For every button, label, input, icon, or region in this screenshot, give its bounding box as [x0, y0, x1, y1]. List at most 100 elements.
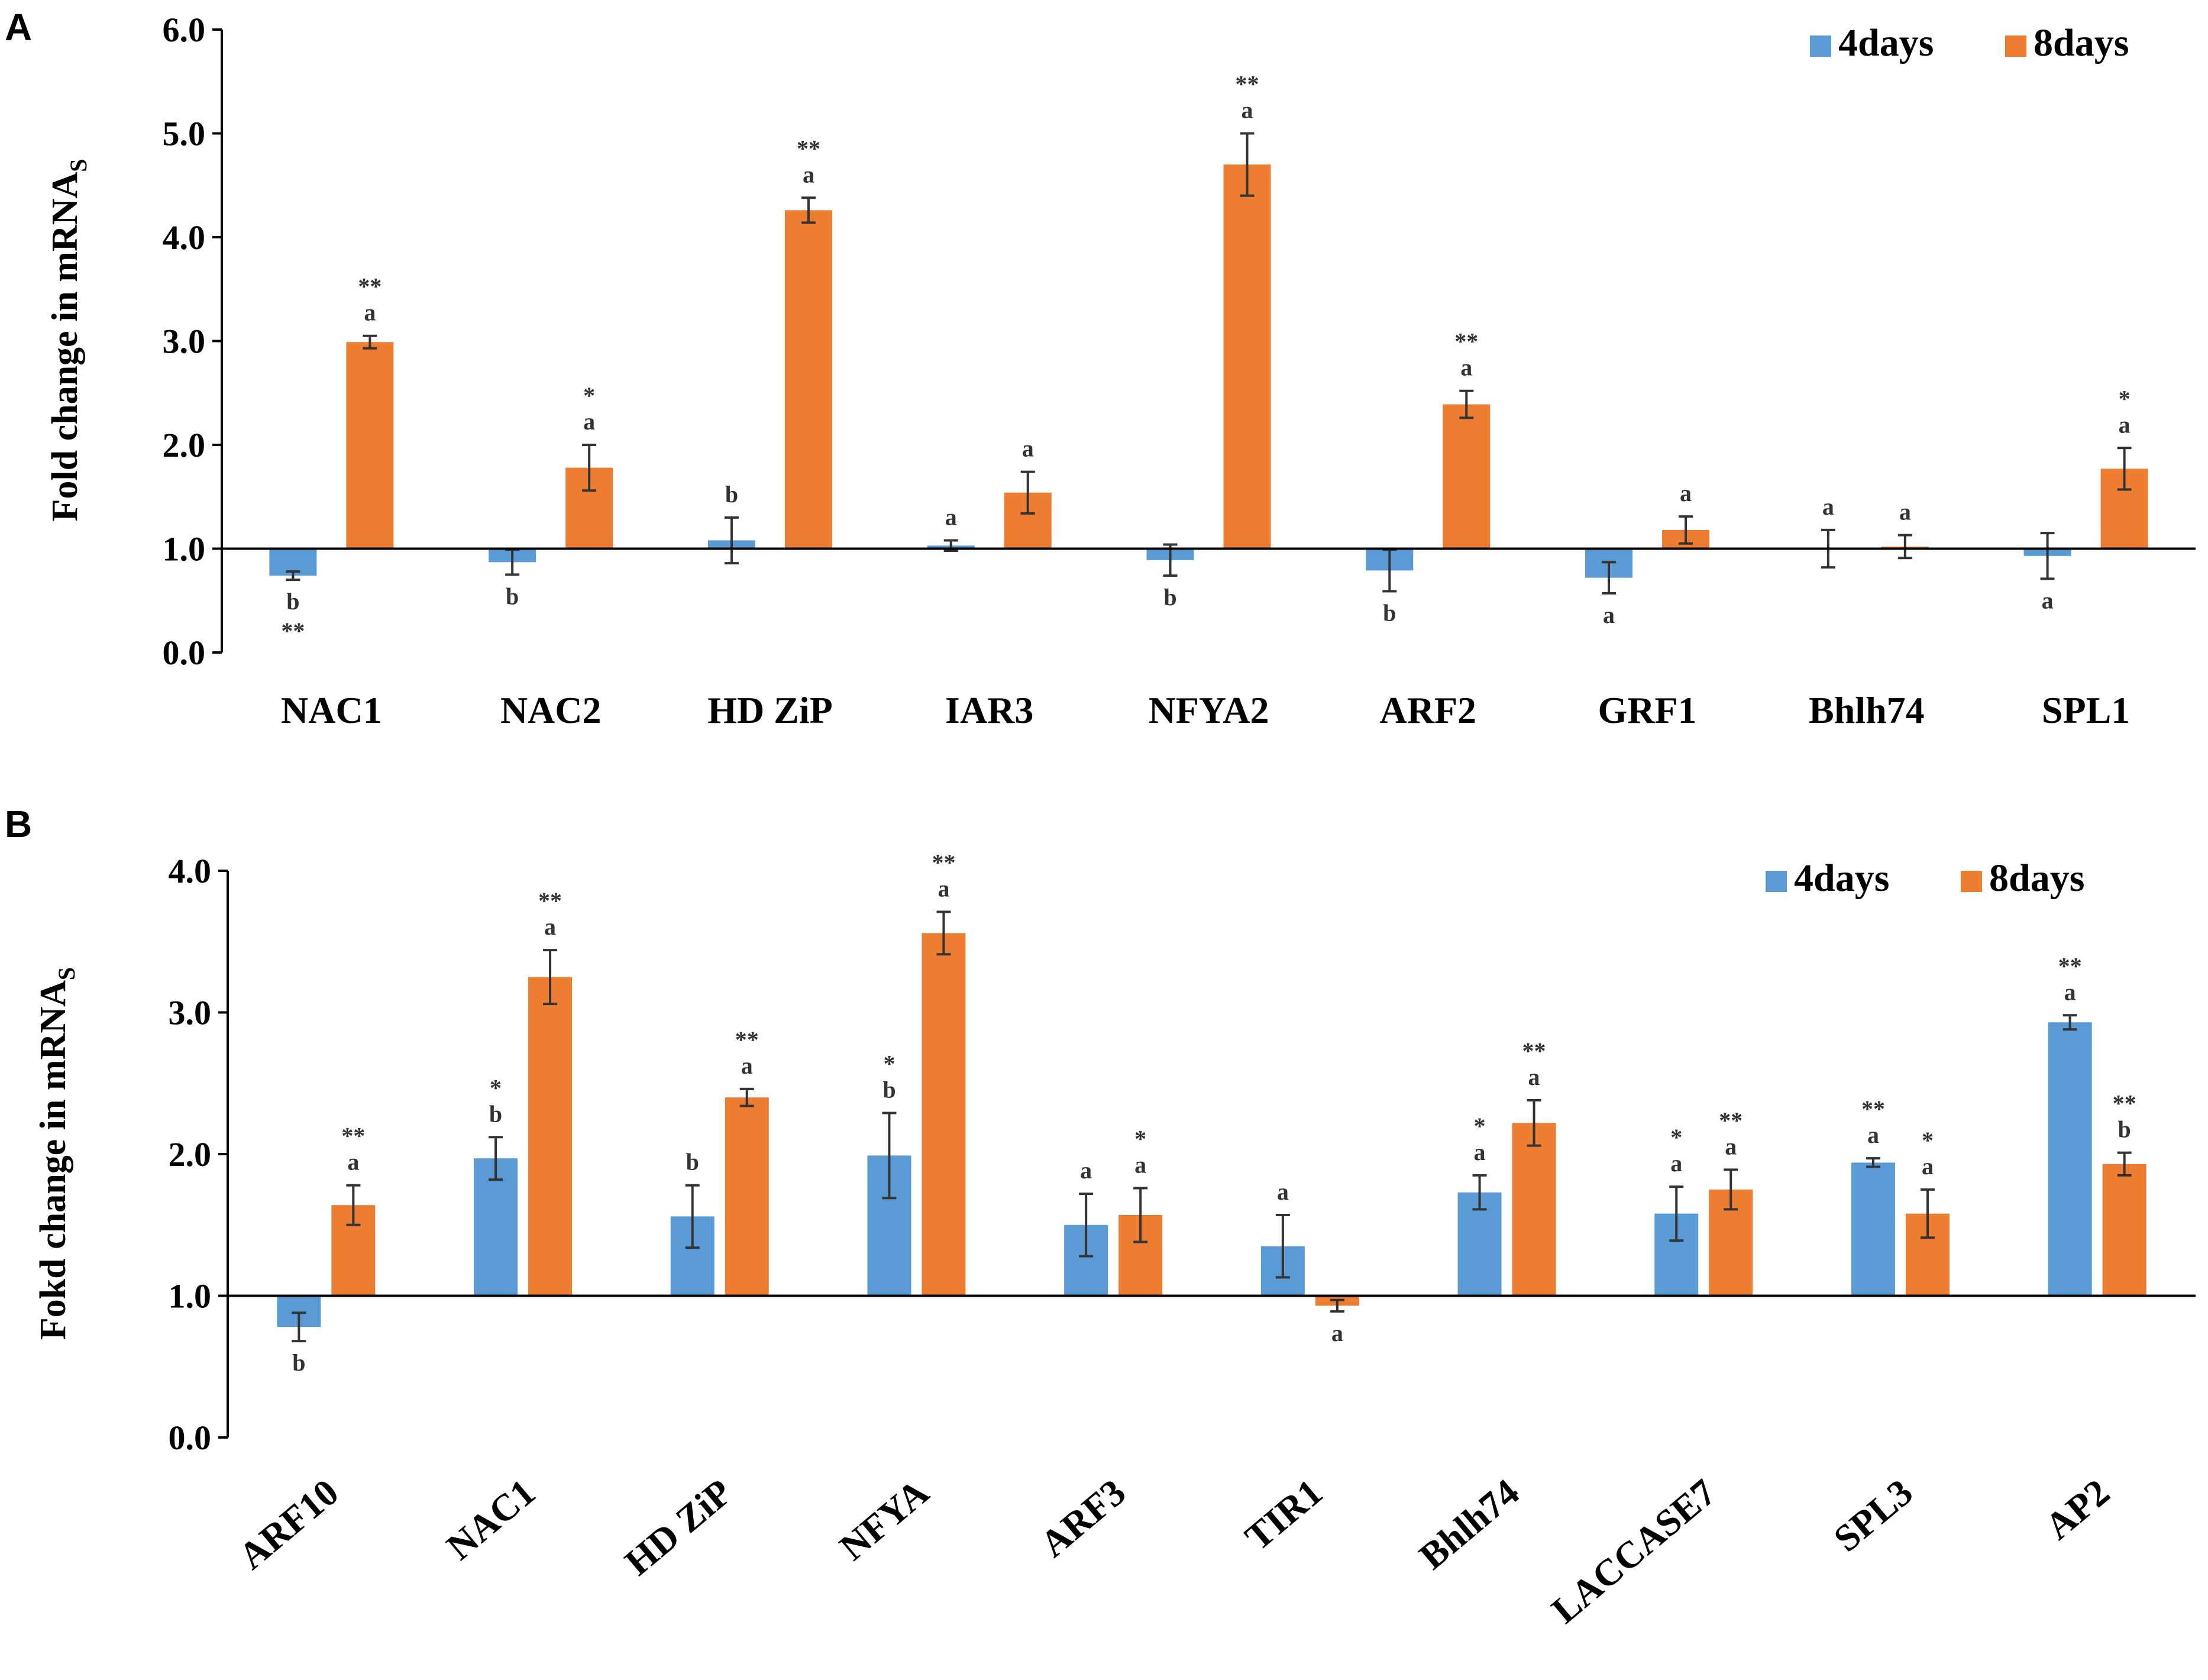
y-tick-label: 2.0 [163, 426, 206, 464]
y-tick-label: 0.0 [163, 634, 206, 672]
significance-stars: ** [932, 849, 955, 875]
category-label: Bhlh74 [1411, 1471, 1527, 1577]
significance-letter: a [1474, 1139, 1486, 1165]
y-tick-label: 1.0 [169, 1277, 212, 1316]
significance-stars: * [1670, 1124, 1682, 1151]
legend-swatch-8days [1961, 871, 1982, 892]
significance-letter: a [1528, 1064, 1540, 1090]
significance-letter: b [292, 1349, 305, 1376]
y-axis-label-subscript: S [53, 967, 80, 980]
significance-letter: b [2118, 1116, 2131, 1143]
category-label: NFYA2 [1149, 689, 1269, 731]
significance-letter: a [1899, 499, 1911, 525]
significance-stars: ** [2058, 952, 2082, 979]
significance-stars: ** [1236, 71, 1259, 98]
significance-stars: ** [538, 887, 562, 914]
significance-letter: a [1080, 1157, 1092, 1184]
y-tick-label: 3.0 [163, 322, 206, 361]
y-tick-label: 5.0 [163, 115, 206, 153]
significance-letter: a [544, 913, 556, 940]
significance-letter: a [1680, 480, 1692, 506]
significance-stars: * [1922, 1127, 1934, 1154]
y-tick-label: 0.0 [169, 1419, 212, 1457]
significance-letter: a [1670, 1150, 1682, 1177]
legend-label-8days: 8days [2034, 21, 2129, 64]
significance-letter: a [2119, 411, 2131, 438]
category-label: IAR3 [945, 689, 1033, 731]
significance-letter: b [489, 1100, 502, 1127]
significance-stars: ** [2113, 1090, 2136, 1117]
y-axis-label-main: Fold change in mRNA [45, 172, 85, 522]
category-label: ARF2 [1380, 689, 1477, 731]
significance-letter: a [2064, 978, 2076, 1005]
category-label: TIR1 [1237, 1471, 1330, 1558]
legend-label-8days: 8days [1989, 857, 2084, 900]
significance-stars: ** [341, 1123, 365, 1149]
bar-8days-Bhlh74 [1512, 1123, 1556, 1296]
significance-letter: a [1922, 1153, 1934, 1180]
significance-letter: a [803, 161, 814, 188]
significance-letter: a [1603, 602, 1615, 628]
category-label: NAC1 [281, 689, 382, 731]
significance-stars: ** [1861, 1096, 1885, 1122]
panel-b-letter: B [5, 803, 32, 845]
legend-swatch-8days [2005, 35, 2026, 57]
significance-letter: a [1460, 354, 1472, 381]
y-axis-label: Fold change in mRNAS [45, 159, 92, 521]
category-label: HD ZiP [617, 1471, 740, 1583]
y-tick-label: 1.0 [163, 530, 206, 568]
category-label: GRF1 [1598, 689, 1697, 731]
y-tick-label: 4.0 [163, 218, 206, 257]
significance-letter: a [937, 875, 949, 902]
significance-stars: * [490, 1074, 502, 1101]
significance-letter: b [686, 1149, 699, 1175]
significance-letter: b [725, 481, 738, 508]
significance-letter: a [741, 1052, 753, 1079]
significance-stars: ** [1454, 328, 1478, 355]
y-tick-label: 3.0 [169, 994, 212, 1032]
bar-8days-HD ZiP [784, 210, 832, 549]
category-label: NAC1 [439, 1471, 543, 1568]
bar-8days-NAC1 [346, 342, 394, 549]
y-tick-label: 6.0 [163, 11, 206, 49]
bar-8days-AP2 [2102, 1164, 2146, 1296]
significance-letter: a [1022, 435, 1034, 462]
significance-stars: * [1474, 1113, 1486, 1139]
panel-a: A 0.0 1.0 2.0 3.0 4.0 5.0 6.0 Fold change in mR… [5, 6, 2196, 731]
significance-stars: * [2119, 385, 2131, 412]
legend-swatch-4days [1766, 871, 1787, 892]
y-tick-label: 2.0 [169, 1135, 212, 1174]
significance-stars: ** [358, 273, 382, 300]
bar-4days-NAC1 [474, 1158, 518, 1296]
bar-8days-NAC1 [528, 977, 573, 1296]
category-label: LACCASE7 [1544, 1471, 1724, 1631]
significance-letter: a [1822, 493, 1834, 520]
category-label: SPL1 [2042, 689, 2130, 731]
significance-letter: a [583, 408, 595, 435]
significance-stars: * [583, 382, 595, 409]
significance-letter: a [1277, 1178, 1289, 1205]
bar-8days-NFYA2 [1223, 164, 1271, 549]
category-label: NFYA [832, 1471, 936, 1568]
significance-letter: a [364, 299, 376, 326]
bar-4days-AP2 [2048, 1022, 2092, 1296]
legend-label-4days: 4days [1794, 857, 1889, 900]
legend-swatch-4days [1810, 35, 1831, 57]
significance-letter: a [2042, 587, 2054, 613]
significance-letter: a [1331, 1320, 1343, 1346]
y-axis-label: Fokd change in mRNAS [33, 967, 80, 1340]
y-axis-label-main: Fokd change in mRNA [33, 980, 73, 1340]
significance-letter: a [1242, 97, 1253, 124]
significance-stars: ** [735, 1026, 759, 1053]
significance-letter: a [1134, 1151, 1146, 1178]
bar-4days-SPL3 [1851, 1162, 1895, 1296]
category-label: Bhlh74 [1809, 689, 1925, 731]
significance-letter: a [347, 1149, 359, 1175]
legend-label-4days: 4days [1838, 21, 1934, 64]
significance-stars: ** [281, 618, 305, 644]
significance-letter: a [1725, 1133, 1737, 1159]
y-tick-label: 4.0 [169, 852, 212, 890]
significance-stars: * [1134, 1125, 1146, 1152]
